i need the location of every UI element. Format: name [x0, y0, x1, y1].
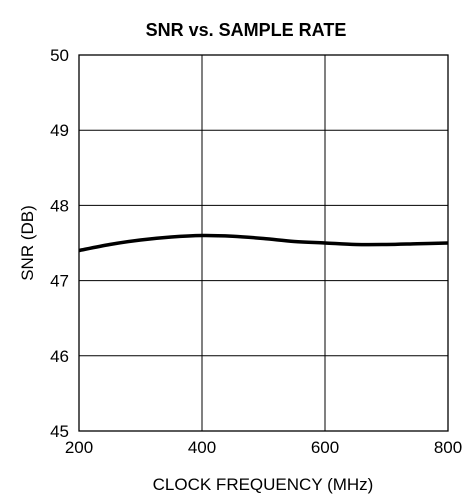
chart-title: SNR vs. SAMPLE RATE: [146, 20, 347, 40]
x-tick-labels: 200 400 600 800: [65, 438, 462, 457]
y-tick-label: 45: [50, 422, 69, 441]
y-axis-label: SNR (DB): [18, 205, 37, 281]
x-tick-label: 400: [188, 438, 216, 457]
y-tick-label: 49: [50, 121, 69, 140]
x-tick-label: 600: [311, 438, 339, 457]
series-layer: [79, 235, 448, 250]
y-tick-labels: 45 46 47 48 49 50: [50, 46, 69, 441]
y-tick-label: 50: [50, 46, 69, 65]
y-tick-label: 46: [50, 347, 69, 366]
x-tick-label: 200: [65, 438, 93, 457]
y-tick-label: 48: [50, 196, 69, 215]
series-line-0: [79, 235, 448, 250]
x-axis-label: CLOCK FREQUENCY (MHz): [153, 475, 374, 494]
y-tick-label: 47: [50, 272, 69, 291]
x-tick-label: 800: [434, 438, 462, 457]
